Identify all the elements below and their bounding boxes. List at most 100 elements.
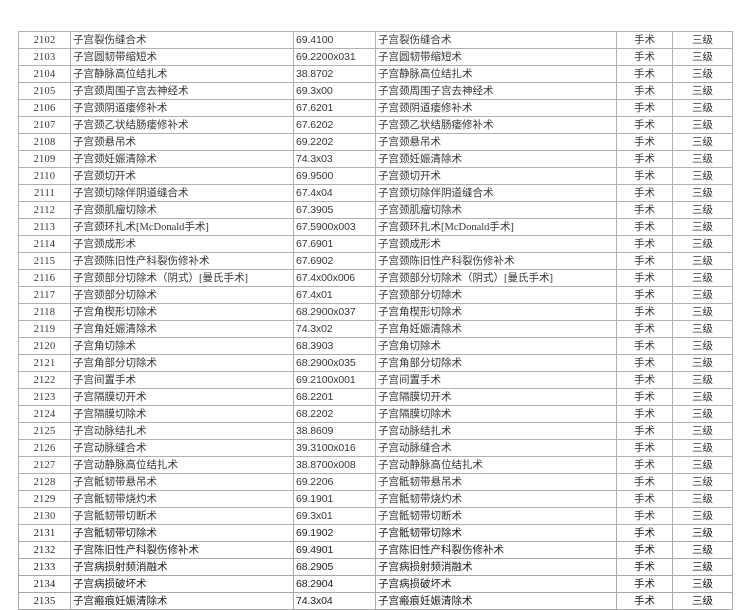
- cell-level: 三级: [672, 167, 733, 185]
- cell-code: 67.4x01: [293, 286, 376, 304]
- cell-level: 三级: [672, 150, 733, 168]
- cell-category: 手术: [616, 286, 673, 304]
- cell-name2: 子宫动脉结扎术: [375, 422, 617, 440]
- procedure-table-body: 2102 子宫裂伤缝合术 69.4100 子宫裂伤缝合术 手术 三级 2103 子宫圆韧带缩短…: [18, 31, 733, 610]
- table-row: 2131 子宫骶韧带切除术 69.1902 子宫骶韧带切除术 手术 三级: [18, 524, 733, 542]
- cell-name1: 子宫静脉高位结扎术: [70, 65, 294, 83]
- cell-category: 手术: [616, 235, 673, 253]
- table-row: 2120 子宫角切除术 68.3903 子宫角切除术 手术 三级: [18, 337, 733, 355]
- cell-level: 三级: [672, 592, 733, 610]
- table-row: 2104 子宫静脉高位结扎术 38.8702 子宫静脉高位结扎术 手术 三级: [18, 65, 733, 83]
- cell-seq: 2129: [18, 490, 71, 508]
- cell-seq: 2132: [18, 541, 71, 559]
- cell-name1: 子宫角切除术: [70, 337, 294, 355]
- cell-code: 69.1901: [293, 490, 376, 508]
- cell-seq: 2108: [18, 133, 71, 151]
- cell-seq: 2109: [18, 150, 71, 168]
- cell-seq: 2120: [18, 337, 71, 355]
- cell-seq: 2114: [18, 235, 71, 253]
- table-row: 2108 子宫颈悬吊术 69.2202 子宫颈悬吊术 手术 三级: [18, 133, 733, 151]
- cell-name1: 子宫骶韧带切除术: [70, 524, 294, 542]
- cell-level: 三级: [672, 541, 733, 559]
- cell-code: 74.3x04: [293, 592, 376, 610]
- cell-level: 三级: [672, 490, 733, 508]
- cell-seq: 2104: [18, 65, 71, 83]
- cell-code: 74.3x03: [293, 150, 376, 168]
- cell-code: 67.6902: [293, 252, 376, 270]
- table-row: 2107 子宫颈乙状结肠瘘修补术 67.6202 子宫颈乙状结肠瘘修补术 手术 三级: [18, 116, 733, 134]
- cell-name2: 子宫颈切除伴阴道缝合术: [375, 184, 617, 202]
- cell-name1: 子宫间置手术: [70, 371, 294, 389]
- cell-level: 三级: [672, 354, 733, 372]
- cell-level: 三级: [672, 388, 733, 406]
- cell-code: 68.2904: [293, 575, 376, 593]
- cell-level: 三级: [672, 524, 733, 542]
- cell-category: 手术: [616, 65, 673, 83]
- cell-code: 69.2206: [293, 473, 376, 491]
- cell-seq: 2111: [18, 184, 71, 202]
- cell-name1: 子宫颈成形术: [70, 235, 294, 253]
- cell-seq: 2131: [18, 524, 71, 542]
- cell-code: 69.3x01: [293, 507, 376, 525]
- cell-category: 手术: [616, 201, 673, 219]
- cell-seq: 2125: [18, 422, 71, 440]
- cell-name2: 子宫角切除术: [375, 337, 617, 355]
- cell-name2: 子宫颈乙状结肠瘘修补术: [375, 116, 617, 134]
- cell-seq: 2102: [18, 31, 71, 49]
- cell-name1: 子宫骶韧带切断术: [70, 507, 294, 525]
- cell-category: 手术: [616, 524, 673, 542]
- cell-name1: 子宫角楔形切除术: [70, 303, 294, 321]
- cell-name2: 子宫骶韧带切断术: [375, 507, 617, 525]
- table-row: 2109 子宫颈妊娠清除术 74.3x03 子宫颈妊娠清除术 手术 三级: [18, 150, 733, 168]
- cell-category: 手术: [616, 354, 673, 372]
- cell-name1: 子宫颈切除伴阴道缝合术: [70, 184, 294, 202]
- cell-category: 手术: [616, 184, 673, 202]
- cell-name1: 子宫颈乙状结肠瘘修补术: [70, 116, 294, 134]
- cell-name2: 子宫角楔形切除术: [375, 303, 617, 321]
- cell-code: 69.2202: [293, 133, 376, 151]
- document-page: 2102 子宫裂伤缝合术 69.4100 子宫裂伤缝合术 手术 三级 2103 子宫圆韧带缩短…: [18, 31, 733, 610]
- cell-name2: 子宫骶韧带烧灼术: [375, 490, 617, 508]
- cell-level: 三级: [672, 439, 733, 457]
- cell-level: 三级: [672, 575, 733, 593]
- cell-category: 手术: [616, 116, 673, 134]
- cell-name2: 子宫颈陈旧性产科裂伤修补术: [375, 252, 617, 270]
- table-row: 2133 子宫病损射频消融术 68.2905 子宫病损射频消融术 手术 三级: [18, 558, 733, 576]
- cell-name1: 子宫颈周围子宫去神经术: [70, 82, 294, 100]
- cell-name1: 子宫陈旧性产科裂伤修补术: [70, 541, 294, 559]
- table-row: 2128 子宫骶韧带悬吊术 69.2206 子宫骶韧带悬吊术 手术 三级: [18, 473, 733, 491]
- cell-name2: 子宫角妊娠清除术: [375, 320, 617, 338]
- cell-category: 手术: [616, 269, 673, 287]
- table-row: 2116 子宫颈部分切除术（阴式）[曼氏手术] 67.4x00x006 子宫颈部分切除…: [18, 269, 733, 287]
- cell-level: 三级: [672, 252, 733, 270]
- table-row: 2121 子宫角部分切除术 68.2900x035 子宫角部分切除术 手术 三级: [18, 354, 733, 372]
- cell-category: 手术: [616, 456, 673, 474]
- cell-name2: 子宫圆韧带缩短术: [375, 48, 617, 66]
- cell-name1: 子宫动脉结扎术: [70, 422, 294, 440]
- cell-seq: 2121: [18, 354, 71, 372]
- table-row: 2105 子宫颈周围子宫去神经术 69.3x00 子宫颈周围子宫去神经术 手术 三级: [18, 82, 733, 100]
- cell-category: 手术: [616, 592, 673, 610]
- cell-name1: 子宫裂伤缝合术: [70, 31, 294, 49]
- cell-seq: 2133: [18, 558, 71, 576]
- cell-name2: 子宫颈悬吊术: [375, 133, 617, 151]
- cell-level: 三级: [672, 116, 733, 134]
- cell-category: 手术: [616, 303, 673, 321]
- cell-name2: 子宫病损射频消融术: [375, 558, 617, 576]
- cell-code: 68.2202: [293, 405, 376, 423]
- table-row: 2124 子宫隔膜切除术 68.2202 子宫隔膜切除术 手术 三级: [18, 405, 733, 423]
- cell-code: 67.5900x003: [293, 218, 376, 236]
- cell-name1: 子宫颈妊娠清除术: [70, 150, 294, 168]
- cell-category: 手术: [616, 218, 673, 236]
- cell-category: 手术: [616, 490, 673, 508]
- cell-code: 69.2200x031: [293, 48, 376, 66]
- table-row: 2114 子宫颈成形术 67.6901 子宫颈成形术 手术 三级: [18, 235, 733, 253]
- cell-level: 三级: [672, 31, 733, 49]
- cell-code: 38.8609: [293, 422, 376, 440]
- table-row: 2115 子宫颈陈旧性产科裂伤修补术 67.6902 子宫颈陈旧性产科裂伤修补术 手术三…: [18, 252, 733, 270]
- cell-name2: 子宫颈环扎术[McDonald手术]: [375, 218, 617, 236]
- cell-code: 68.2905: [293, 558, 376, 576]
- cell-name1: 子宫颈切开术: [70, 167, 294, 185]
- cell-name2: 子宫间置手术: [375, 371, 617, 389]
- cell-seq: 2113: [18, 218, 71, 236]
